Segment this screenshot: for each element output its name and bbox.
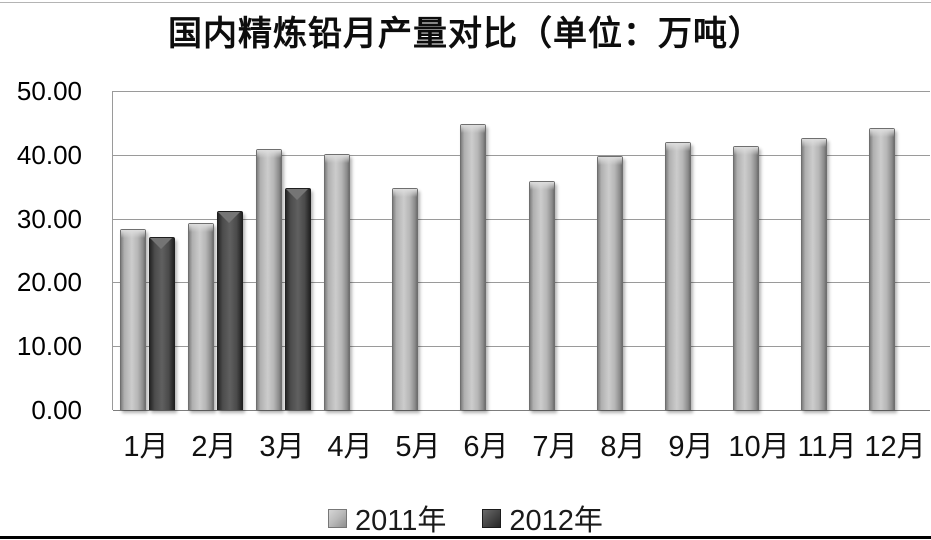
bar-2011-m9 [665,142,691,410]
chart-title: 国内精炼铅月产量对比（单位：万吨） [168,15,763,53]
bar-2011-m11 [801,138,827,410]
x-tick-label-m9: 9月 [668,431,714,463]
bar-2011-m3 [256,149,282,410]
gridline [113,155,930,156]
gridline [113,219,930,220]
legend-label-2012: 2012年 [509,505,603,537]
gridline [113,410,930,411]
legend-item-2011: 2011年 [328,497,446,539]
bar-2011-m4 [324,154,350,410]
bar-2012-m2 [217,211,243,410]
x-axis: 1月 2月 3月 4月 5月 6月 7月 8月 9月 10月 11月 12月 [112,423,929,465]
legend-item-2012: 2012年 [482,497,603,539]
x-tick-label-m10: 10月 [728,431,790,463]
x-tick-label-m1: 1月 [123,431,169,463]
x-tick-label-m4: 4月 [327,431,373,463]
bar-2011-m7 [529,181,555,410]
top-divider [0,2,931,3]
legend-swatch-2011 [328,508,348,528]
y-tick-label: 50.00 [16,76,82,106]
y-tick-label: 10.00 [16,331,82,361]
gridline [113,282,930,283]
bar-2011-m8 [597,156,623,410]
x-tick-label-m12: 12月 [864,431,926,463]
bar-2011-m12 [869,128,895,410]
bar-2011-m6 [460,124,486,410]
x-tick-label-m11: 11月 [797,431,857,463]
x-tick-label-m5: 5月 [395,431,441,463]
y-tick-label: 30.00 [16,204,82,234]
gridline [113,91,930,92]
x-tick-label-m6: 6月 [463,431,509,463]
x-tick-label-m3: 3月 [259,431,305,463]
bar-2012-m1 [149,237,175,410]
legend-swatch-2012 [482,508,502,528]
x-tick-label-m8: 8月 [600,431,646,463]
bar-2011-m1 [120,229,146,410]
gridline [113,346,930,347]
y-axis: 50.00 40.00 30.00 20.00 10.00 0.00 [0,76,84,425]
y-tick-label: 0.00 [31,395,82,425]
plot-area [112,91,930,411]
legend-label-2011: 2011年 [355,505,447,537]
bar-2011-m2 [188,223,214,410]
bottom-divider [0,536,931,539]
y-tick-label: 20.00 [16,267,82,297]
bar-2011-m5 [392,188,418,410]
x-tick-label-m2: 2月 [191,431,237,463]
bar-2011-m10 [733,146,759,410]
legend: 2011年 2012年 [0,497,931,539]
x-tick-label-m7: 7月 [532,431,578,463]
bar-2012-m3 [285,188,311,410]
y-tick-label: 40.00 [16,140,82,170]
